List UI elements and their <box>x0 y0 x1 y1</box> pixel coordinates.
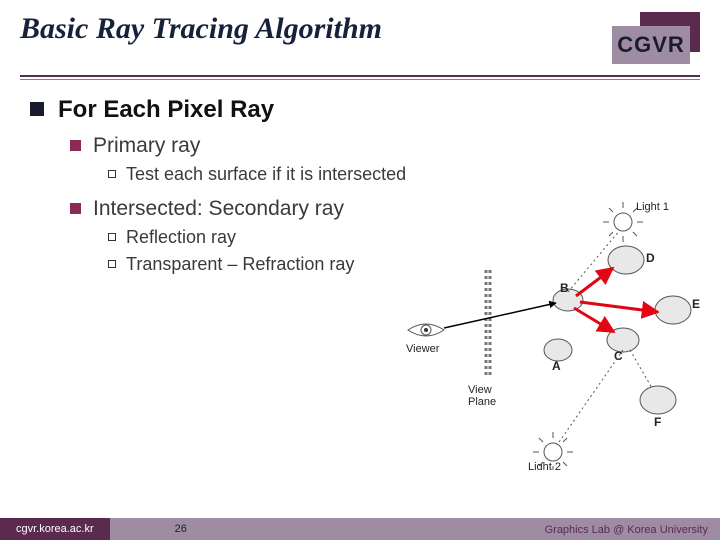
footer-credit: Graphics Lab @ Korea University <box>545 524 708 536</box>
footer-page: 26 <box>175 523 187 535</box>
label-E: E <box>692 297 700 311</box>
outline-lvl3: Test each surface if it is intersected <box>126 164 406 185</box>
footer-url: cgvr.korea.ac.kr <box>0 518 110 540</box>
bullet-hollow-icon <box>108 233 116 241</box>
bullet-square-icon <box>70 140 81 151</box>
outline-lvl1: For Each Pixel Ray <box>58 96 274 124</box>
page-title: Basic Ray Tracing Algorithm <box>20 12 610 46</box>
bullet-hollow-icon <box>108 260 116 268</box>
label-A: A <box>552 359 561 373</box>
outline-lvl3: Reflection ray <box>126 227 236 248</box>
bullet-hollow-icon <box>108 170 116 178</box>
label-F: F <box>654 415 661 429</box>
bullet-square-icon <box>30 102 44 116</box>
logo: CGVR <box>610 12 700 67</box>
label-B: B <box>560 281 569 295</box>
divider-thick <box>20 75 700 77</box>
ray-tracing-diagram: Light 1 Light 2 View Plane Viewer D B E … <box>398 200 708 470</box>
label-light2: Light 2 <box>528 461 561 470</box>
logo-text: CGVR <box>612 26 690 64</box>
label-D: D <box>646 251 655 265</box>
label-viewplane: View <box>468 384 492 396</box>
label-light1: Light 1 <box>636 201 669 213</box>
footer: cgvr.korea.ac.kr 26 Graphics Lab @ Korea… <box>0 518 720 540</box>
outline-lvl2: Primary ray <box>93 134 200 158</box>
label-viewplane2: Plane <box>468 396 496 408</box>
bullet-square-icon <box>70 203 81 214</box>
outline-lvl2: Intersected: Secondary ray <box>93 197 344 221</box>
outline-lvl3: Transparent – Refraction ray <box>126 254 354 275</box>
label-viewer: Viewer <box>406 343 440 355</box>
